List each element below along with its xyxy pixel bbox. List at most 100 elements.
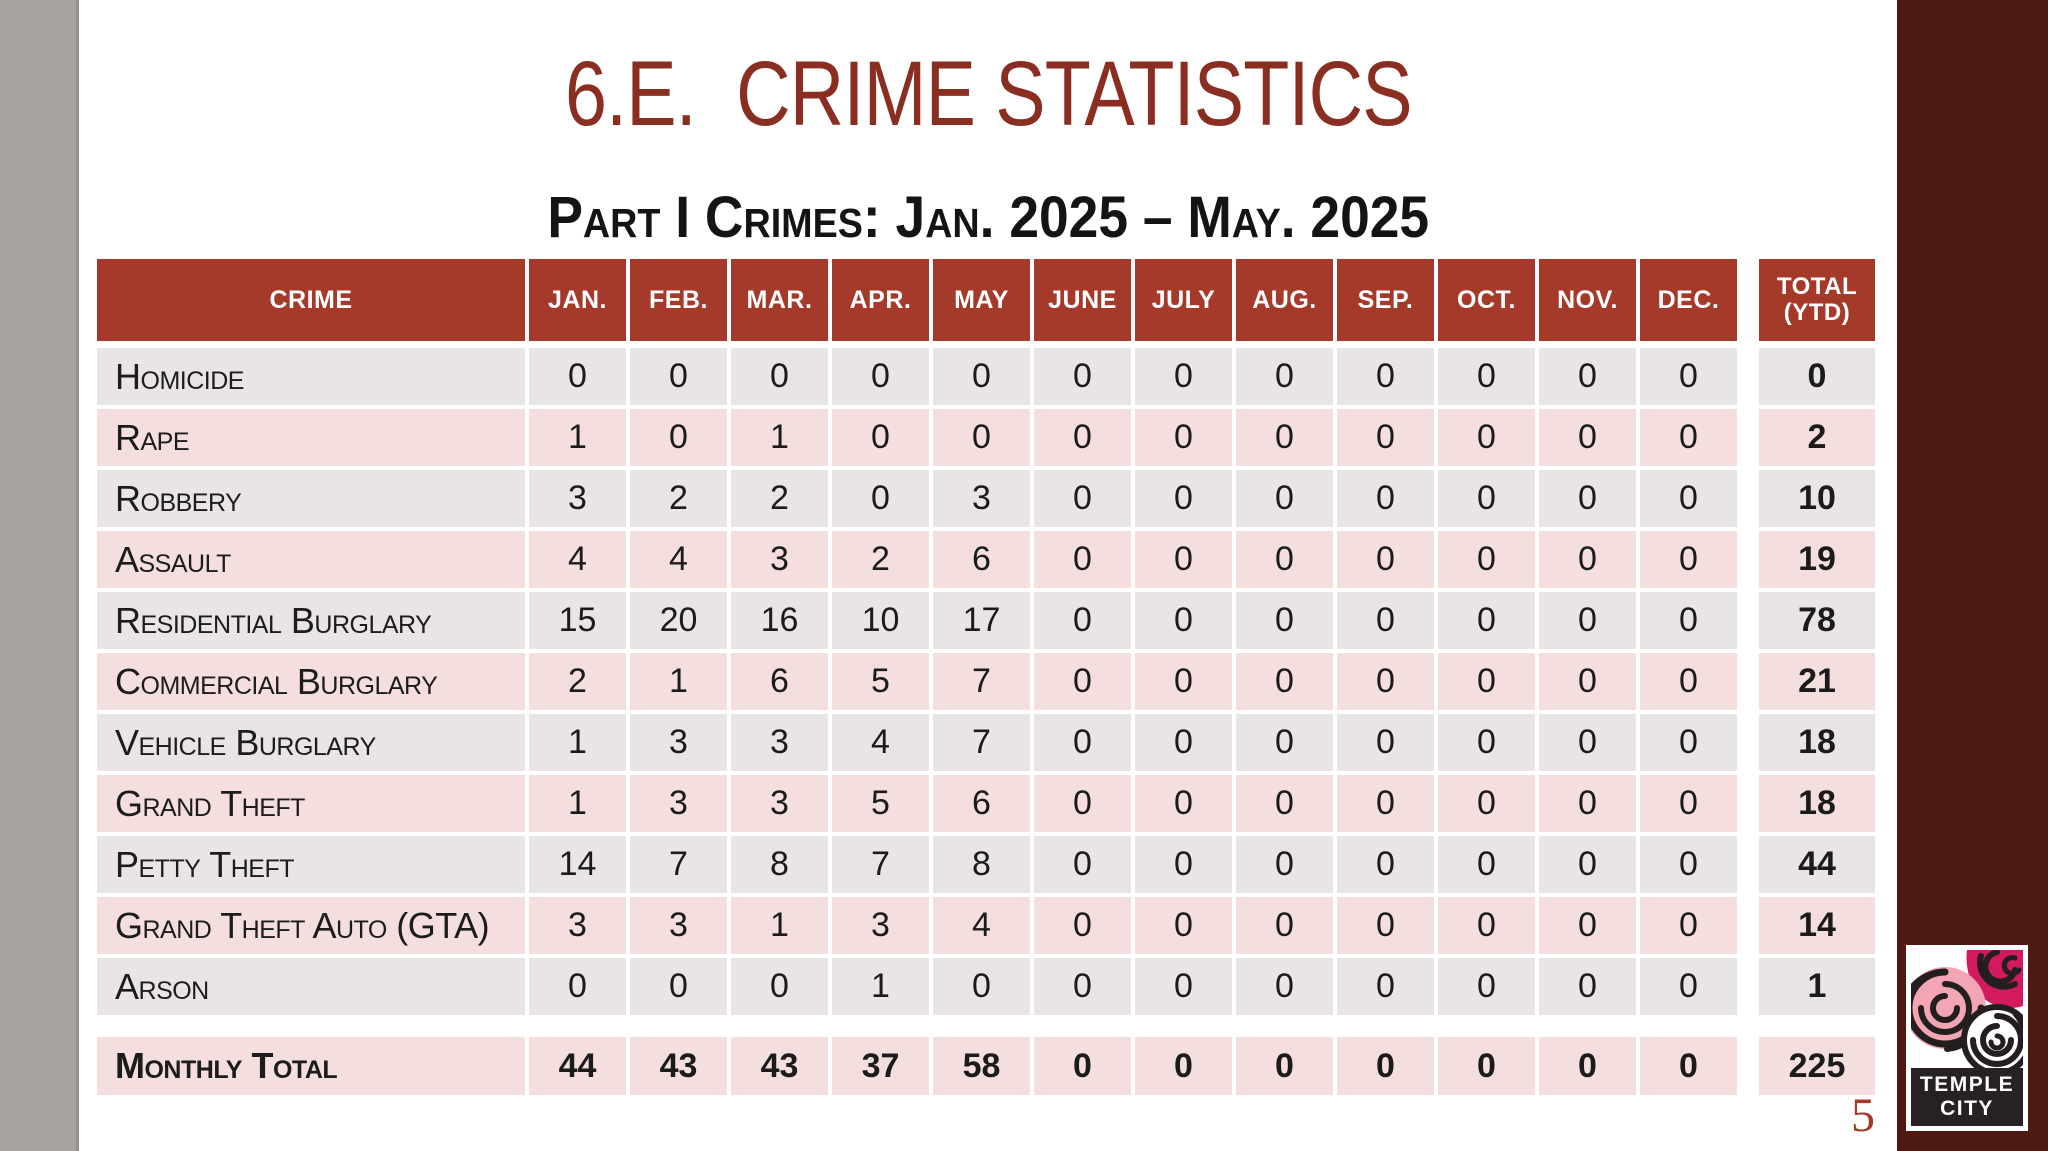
july-value-cell: 0 bbox=[1135, 836, 1232, 893]
feb-value-cell: 2 bbox=[630, 470, 727, 527]
nov-value-cell: 0 bbox=[1539, 531, 1636, 588]
dec-value-cell: 0 bbox=[1640, 836, 1737, 893]
feb-value-cell: 0 bbox=[630, 348, 727, 405]
sep-value-cell: 0 bbox=[1337, 409, 1434, 466]
nov-value-cell: 0 bbox=[1539, 470, 1636, 527]
total-ytd-value-cell: 1 bbox=[1759, 958, 1875, 1015]
sep-value-cell: 0 bbox=[1337, 958, 1434, 1015]
table-row: Commercial Burglary 2 1 6 5 7 0 0 0 0 0 0 0 21 bbox=[97, 653, 1887, 710]
apr-value-cell: 10 bbox=[832, 592, 929, 649]
aug-value-cell: 0 bbox=[1236, 653, 1333, 710]
mar-value-cell: 16 bbox=[731, 592, 828, 649]
feb-monthly-total-cell: 43 bbox=[630, 1037, 727, 1095]
column-spacer bbox=[1741, 259, 1755, 341]
table-row: Residential Burglary 15 20 16 10 17 0 0 0 0 0 0 0 78 bbox=[97, 592, 1887, 649]
jan-value-cell: 14 bbox=[529, 836, 626, 893]
total-ytd-value-cell: 2 bbox=[1759, 409, 1875, 466]
logo-wordmark: TEMPLE CITY bbox=[1911, 1068, 2023, 1126]
table-row: Petty Theft 14 7 8 7 8 0 0 0 0 0 0 0 44 bbox=[97, 836, 1887, 893]
nov-monthly-total-cell: 0 bbox=[1539, 1037, 1636, 1095]
feb-value-cell: 3 bbox=[630, 775, 727, 832]
total-ytd-value-cell: 78 bbox=[1759, 592, 1875, 649]
sep-monthly-total-cell: 0 bbox=[1337, 1037, 1434, 1095]
page-number: 5 bbox=[1851, 1089, 1875, 1142]
july-value-cell: 0 bbox=[1135, 348, 1232, 405]
july-value-cell: 0 bbox=[1135, 653, 1232, 710]
dec-monthly-total-cell: 0 bbox=[1640, 1037, 1737, 1095]
mar-value-cell: 1 bbox=[731, 409, 828, 466]
table-row: Grand Theft Auto (GTA) 3 3 1 3 4 0 0 0 0 0 0 0 14 bbox=[97, 897, 1887, 954]
apr-value-cell: 0 bbox=[832, 409, 929, 466]
aug-value-cell: 0 bbox=[1236, 958, 1333, 1015]
oct-value-cell: 0 bbox=[1438, 958, 1535, 1015]
temple-city-logo: TEMPLE CITY bbox=[1906, 945, 2028, 1131]
june-value-cell: 0 bbox=[1034, 531, 1131, 588]
nov-value-cell: 0 bbox=[1539, 592, 1636, 649]
june-value-cell: 0 bbox=[1034, 592, 1131, 649]
july-value-cell: 0 bbox=[1135, 775, 1232, 832]
sep-value-cell: 0 bbox=[1337, 348, 1434, 405]
table-row: Grand Theft 1 3 3 5 6 0 0 0 0 0 0 0 18 bbox=[97, 775, 1887, 832]
jan-monthly-total-cell: 44 bbox=[529, 1037, 626, 1095]
feb-value-cell: 3 bbox=[630, 714, 727, 771]
column-header-mar: MAR. bbox=[731, 259, 828, 341]
oct-value-cell: 0 bbox=[1438, 531, 1535, 588]
aug-value-cell: 0 bbox=[1236, 775, 1333, 832]
column-spacer bbox=[1741, 409, 1755, 466]
crime-name-cell: Residential Burglary bbox=[97, 592, 525, 649]
column-spacer bbox=[1741, 592, 1755, 649]
feb-value-cell: 7 bbox=[630, 836, 727, 893]
crime-name-cell: Vehicle Burglary bbox=[97, 714, 525, 771]
column-header-july: JULY bbox=[1135, 259, 1232, 341]
table-header-row: CRIME JAN. FEB. MAR. APR. MAY JUNE JULY AUG. SEP.… bbox=[97, 259, 1887, 341]
jan-value-cell: 1 bbox=[529, 409, 626, 466]
total-ytd-value-cell: 19 bbox=[1759, 531, 1875, 588]
column-header-dec: DEC. bbox=[1640, 259, 1737, 341]
apr-value-cell: 5 bbox=[832, 775, 929, 832]
crime-name-cell: Commercial Burglary bbox=[97, 653, 525, 710]
june-monthly-total-cell: 0 bbox=[1034, 1037, 1131, 1095]
mar-monthly-total-cell: 43 bbox=[731, 1037, 828, 1095]
dec-value-cell: 0 bbox=[1640, 714, 1737, 771]
aug-value-cell: 0 bbox=[1236, 897, 1333, 954]
apr-value-cell: 0 bbox=[832, 348, 929, 405]
column-spacer bbox=[1741, 653, 1755, 710]
aug-value-cell: 0 bbox=[1236, 470, 1333, 527]
crime-name-cell: Grand Theft bbox=[97, 775, 525, 832]
table-row: Vehicle Burglary 1 3 3 4 7 0 0 0 0 0 0 0 18 bbox=[97, 714, 1887, 771]
mar-value-cell: 0 bbox=[731, 958, 828, 1015]
column-header-feb: FEB. bbox=[630, 259, 727, 341]
june-value-cell: 0 bbox=[1034, 714, 1131, 771]
sep-value-cell: 0 bbox=[1337, 592, 1434, 649]
column-spacer bbox=[1741, 714, 1755, 771]
page-title: 6.E. CRIME STATISTICS bbox=[564, 43, 1413, 145]
dec-value-cell: 0 bbox=[1640, 470, 1737, 527]
column-header-sep: SEP. bbox=[1337, 259, 1434, 341]
logo-line1: TEMPLE bbox=[1919, 1072, 2015, 1096]
july-value-cell: 0 bbox=[1135, 409, 1232, 466]
june-value-cell: 0 bbox=[1034, 470, 1131, 527]
oct-value-cell: 0 bbox=[1438, 348, 1535, 405]
crime-name-cell: Arson bbox=[97, 958, 525, 1015]
table-footer-row: Monthly Total 44 43 43 37 58 0 0 0 0 0 0 0 225 bbox=[97, 1037, 1887, 1095]
slide-subtitle: Part I Crimes: Jan. 2025 – May. 2025 bbox=[547, 185, 1429, 250]
column-spacer bbox=[1741, 1037, 1755, 1095]
crime-name-cell: Petty Theft bbox=[97, 836, 525, 893]
grand-total-cell: 225 bbox=[1759, 1037, 1875, 1095]
dec-value-cell: 0 bbox=[1640, 348, 1737, 405]
aug-value-cell: 0 bbox=[1236, 714, 1333, 771]
jan-value-cell: 4 bbox=[529, 531, 626, 588]
july-value-cell: 0 bbox=[1135, 958, 1232, 1015]
may-value-cell: 4 bbox=[933, 897, 1030, 954]
apr-value-cell: 2 bbox=[832, 531, 929, 588]
apr-value-cell: 7 bbox=[832, 836, 929, 893]
column-header-total-ytd: TOTAL (YTD) bbox=[1759, 259, 1875, 341]
july-monthly-total-cell: 0 bbox=[1135, 1037, 1232, 1095]
aug-value-cell: 0 bbox=[1236, 836, 1333, 893]
apr-value-cell: 3 bbox=[832, 897, 929, 954]
sep-value-cell: 0 bbox=[1337, 775, 1434, 832]
table-row: Homicide 0 0 0 0 0 0 0 0 0 0 0 0 0 bbox=[97, 348, 1887, 405]
column-header-june: JUNE bbox=[1034, 259, 1131, 341]
nov-value-cell: 0 bbox=[1539, 775, 1636, 832]
column-header-nov: NOV. bbox=[1539, 259, 1636, 341]
